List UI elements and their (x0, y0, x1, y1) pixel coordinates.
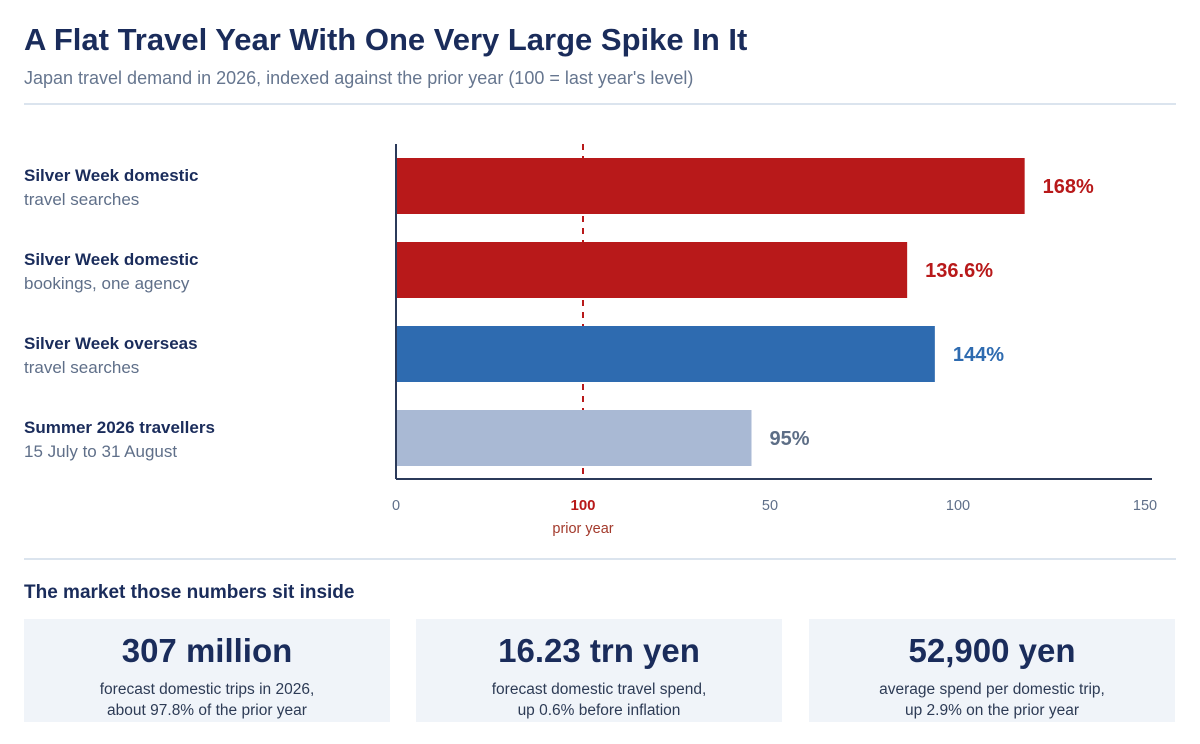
row-label-3-detail: 15 July to 31 August (24, 442, 178, 461)
bar-value-label: 144% (953, 344, 1004, 366)
stat-card-trips: 307 million forecast domestic trips in 2… (24, 619, 390, 722)
stat-description: average spend per domestic trip, up 2.9%… (809, 679, 1175, 721)
row-label-0: Silver Week domestic travel searches (24, 164, 384, 212)
bar-chart: 168% 136.6% 144% 95% 0 50 100 150 100 prior year (392, 144, 1157, 537)
bar-value-label: 136.6% (925, 260, 993, 282)
x-tick-label: 50 (762, 498, 778, 514)
bar (396, 326, 935, 382)
header: A Flat Travel Year With One Very Large S… (24, 20, 1176, 90)
row-label-1: Silver Week domestic bookings, one agenc… (24, 248, 384, 296)
row-label-0-title: Silver Week domestic (24, 166, 199, 185)
stat-description-line: up 2.9% on the prior year (904, 702, 1080, 719)
row-label-3-title: Summer 2026 travellers (24, 418, 215, 437)
market-heading: The market those numbers sit inside (24, 582, 355, 603)
stat-description: forecast domestic travel spend, up 0.6% … (416, 679, 782, 721)
stat-description-line: up 0.6% before inflation (517, 702, 681, 719)
reference-line-sublabel: prior year (552, 521, 613, 537)
section-divider (24, 558, 1176, 560)
stat-value: 16.23 trn yen (498, 632, 700, 669)
reference-line-label: 100 (570, 497, 595, 514)
bar-value-label: 95% (769, 428, 809, 450)
stat-description-line: forecast domestic trips in 2026, (99, 681, 315, 698)
row-label-2-detail: travel searches (24, 358, 140, 377)
row-label-3: Summer 2026 travellers 15 July to 31 Aug… (24, 416, 384, 464)
row-label-2: Silver Week overseas travel searches (24, 332, 384, 380)
stat-description-line: about 97.8% of the prior year (107, 702, 307, 719)
x-tick-label: 100 (946, 498, 970, 514)
stat-card-avg-spend: 52,900 yen average spend per domestic tr… (809, 619, 1175, 722)
x-tick-label: 150 (1133, 498, 1157, 514)
page-title: A Flat Travel Year With One Very Large S… (24, 22, 748, 57)
stat-value: 52,900 yen (908, 632, 1076, 669)
bar (396, 410, 752, 466)
bar-value-label: 168% (1043, 176, 1094, 198)
bar (396, 158, 1025, 214)
stat-description: forecast domestic trips in 2026, about 9… (24, 679, 390, 721)
bar (396, 242, 908, 298)
stat-card-spend: 16.23 trn yen forecast domestic travel s… (416, 619, 782, 722)
row-label-1-title: Silver Week domestic (24, 250, 199, 269)
x-tick-label: 0 (392, 498, 400, 514)
row-label-2-title: Silver Week overseas (24, 334, 198, 353)
top-divider (24, 103, 1176, 105)
row-label-0-detail: travel searches (24, 190, 140, 209)
stat-description-line: forecast domestic travel spend, (491, 681, 707, 698)
stat-value: 307 million (121, 632, 293, 669)
row-label-1-detail: bookings, one agency (24, 274, 190, 293)
stat-description-line: average spend per domestic trip, (879, 681, 1105, 698)
page-subtitle: Japan travel demand in 2026, indexed aga… (24, 68, 694, 88)
